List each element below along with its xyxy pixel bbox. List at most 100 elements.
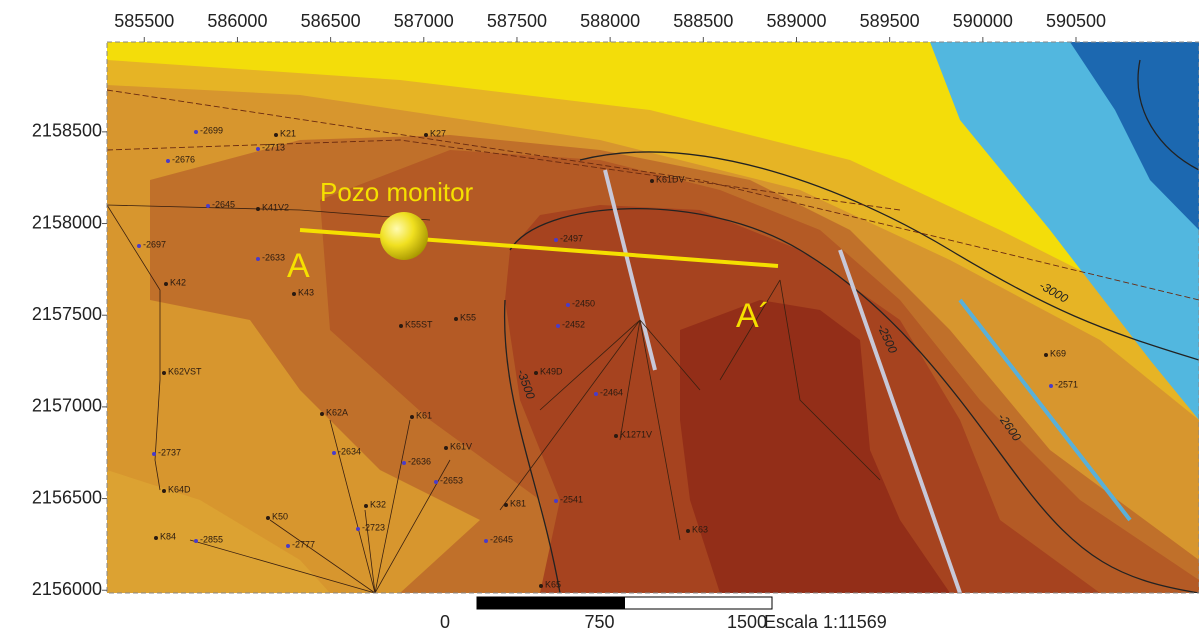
well-label: -2699 [200,125,223,135]
well-marker [266,516,270,520]
well-marker [484,539,488,543]
scale-tick-label: 0 [440,612,450,632]
well-marker [554,499,558,503]
well-marker [556,324,560,328]
well-marker [454,317,458,321]
well-label: -2697 [143,239,166,249]
x-tick-label: 586000 [207,11,267,31]
well-marker [292,292,296,296]
well-label: -2713 [262,142,285,152]
well-label: K21 [280,128,296,138]
well-marker [256,147,260,151]
well-label: K65 [545,579,561,589]
well-marker [594,392,598,396]
x-tick-label: 590500 [1046,11,1106,31]
well-label: K62VST [168,366,202,376]
well-marker [566,303,570,307]
scale-segment [477,597,625,609]
well-marker [256,207,260,211]
well-marker [274,133,278,137]
well-label: -2636 [408,456,431,466]
well-label: K61V [450,441,472,451]
well-marker [364,504,368,508]
y-tick-label: 2157000 [32,396,102,416]
well-marker [162,489,166,493]
well-label: K27 [430,128,446,138]
well-label: -2452 [562,319,585,329]
well-marker [444,446,448,450]
well-marker [424,133,428,137]
x-tick-label: 587000 [394,11,454,31]
scale-segment [625,597,773,609]
well-label: -2541 [560,494,583,504]
y-tick-label: 2156000 [32,579,102,599]
well-marker [194,130,198,134]
well-label: K62A [326,407,348,417]
well-marker [686,529,690,533]
well-marker [614,434,618,438]
well-label: -2450 [572,298,595,308]
x-tick-label: 589500 [860,11,920,31]
well-marker [166,159,170,163]
section-start-label: A [287,247,310,285]
x-tick-label: 587500 [487,11,547,31]
well-marker [399,324,403,328]
well-label: K64D [168,484,191,494]
well-marker [539,584,543,588]
well-label: K63 [692,524,708,534]
well-label: -2737 [158,447,181,457]
well-label: K55ST [405,319,433,329]
x-tick-label: 588000 [580,11,640,31]
well-marker [504,503,508,507]
well-label: K49D [540,366,563,376]
well-marker [154,536,158,540]
well-marker [286,544,290,548]
well-marker [332,451,336,455]
y-tick-label: 2158000 [32,212,102,232]
monitor-well [380,212,428,260]
x-tick-label: 590000 [953,11,1013,31]
well-label: -2645 [212,199,235,209]
well-label: -2633 [262,252,285,262]
x-tick-label: 586500 [301,11,361,31]
well-label: -2464 [600,387,623,397]
scale-label: Escala 1:11569 [764,612,887,632]
well-label: K61 [416,410,432,420]
well-marker [206,204,210,208]
well-label: K42 [170,277,186,287]
well-marker [256,257,260,261]
map-body: K21 K27 K41V2 K42 K43 K55ST K55 K61DV K62VST K64D… [107,42,1199,593]
well-label: K55 [460,312,476,322]
well-label: -2676 [172,154,195,164]
well-label: K50 [272,511,288,521]
well-marker [410,415,414,419]
well-marker [152,452,156,456]
y-tick-label: 2157500 [32,304,102,324]
well-marker [356,527,360,531]
well-marker [534,371,538,375]
scale-tick-label: 750 [584,612,614,632]
well-marker [402,461,406,465]
well-marker [137,244,141,248]
well-label: -2777 [292,539,315,549]
well-label: K32 [370,499,386,509]
well-label: K41V2 [262,202,289,212]
map-figure: K21 K27 K41V2 K42 K43 K55ST K55 K61DV K62VST K64D… [0,0,1199,636]
well-label: K69 [1050,348,1066,358]
well-label: K1271V [620,429,652,439]
well-marker [194,539,198,543]
well-label: -2645 [490,534,513,544]
well-label: K81 [510,498,526,508]
section-end-label: A´ [736,297,770,335]
well-label: -2653 [440,475,463,485]
well-marker [434,480,438,484]
well-label: K61DV [656,174,685,184]
well-label: K84 [160,531,176,541]
well-marker [162,371,166,375]
x-tick-label: 589000 [766,11,826,31]
x-tick-label: 585500 [114,11,174,31]
well-label: K43 [298,287,314,297]
y-axis: 2156000215650021570002157500215800021585… [32,121,107,599]
